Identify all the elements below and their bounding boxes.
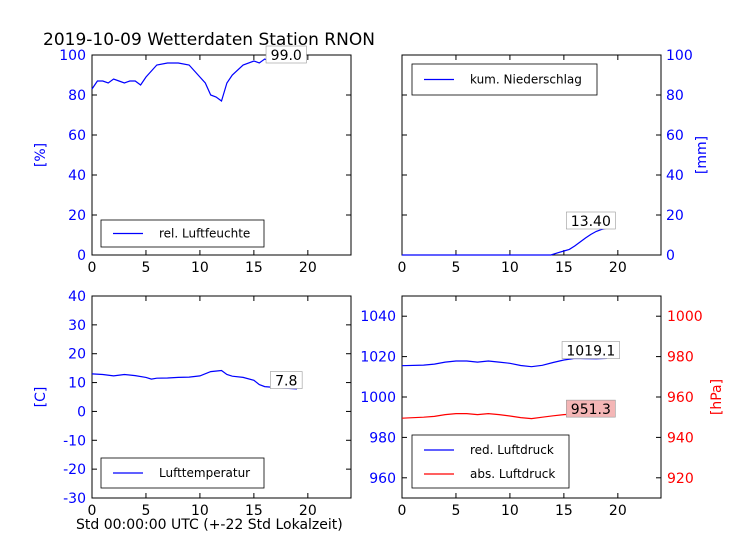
panel-humidity: 0 5 10 15 20 0 20 40 60 80 100 [%] 99.0 rel. Luftfeuc…	[33, 45, 352, 276]
x-tick-label: 20	[299, 503, 317, 519]
last-value-label: 99.0	[271, 48, 302, 64]
last-value-box	[566, 399, 616, 418]
y-tick-label: 1040	[360, 309, 396, 325]
legend-temperature: Lufttemperatur	[100, 457, 265, 489]
x-tick-label: 5	[141, 503, 150, 519]
y-tick-label: 0	[666, 248, 675, 264]
y-tick-label: -10	[63, 433, 86, 449]
y-tick-label: 40	[68, 168, 86, 184]
y-axis-label: [mm]	[694, 136, 710, 174]
y-tick-label: 20	[666, 208, 684, 224]
y-tick-label: 80	[666, 88, 684, 104]
x-tick-label: 5	[451, 260, 460, 276]
x-tick-label: 20	[609, 260, 627, 276]
plot-frame	[91, 295, 352, 499]
y2-tick-label: 940	[667, 430, 694, 446]
x-tick-label: 10	[191, 260, 209, 276]
y-tick-label: 60	[68, 128, 86, 144]
legend-humidity: rel. Luftfeuchte	[100, 219, 265, 248]
series-line-precipitation-0	[402, 227, 608, 256]
series-line-pressure-0	[401, 357, 608, 368]
last-value-label: 7.8	[275, 374, 297, 390]
x-axis-label: Std 00:00:00 UTC (+-22 Std Lokalzeit)	[76, 517, 343, 533]
y-axis-label: [%]	[33, 143, 49, 167]
y2-tick-label: 920	[667, 471, 694, 487]
x-tick-label: 15	[245, 503, 263, 519]
panel-pressure: 0 5 10 15 20 960 980 1000 1020 1040 920 940 960 980 10…	[360, 295, 725, 519]
y-tick-label: 980	[369, 430, 396, 446]
x-tick-label: 5	[141, 260, 150, 276]
legend-label: kum. Niederschlag	[470, 73, 582, 87]
last-value-label: 13.40	[571, 214, 611, 230]
series-line-temperature-0	[91, 369, 298, 390]
legend-label: rel. Luftfeuchte	[159, 227, 250, 241]
y-tick-label: 10	[68, 376, 86, 392]
legend-frame	[411, 434, 570, 489]
y-tick-label: 100	[666, 48, 693, 64]
plot-frame	[91, 54, 352, 256]
y-tick-label: 30	[68, 318, 86, 334]
x-tick-label: 15	[555, 503, 573, 519]
panel-precipitation: 0 5 10 15 20 0 20 40 60 80 100 [mm] 13.40 kum. Nieder…	[398, 48, 710, 276]
last-value-label: 1019.1	[566, 344, 615, 360]
y-tick-label: 40	[666, 168, 684, 184]
x-tick-label: 0	[88, 503, 97, 519]
y2-tick-label: 960	[667, 390, 694, 406]
last-value-label: 951.3	[571, 402, 611, 418]
y2-tick-label: 980	[667, 350, 694, 366]
panel-temperature: 0 5 10 15 20 -30 -20 -10 0 10 20 30 40 [C] 7.8 Lufttemp…	[33, 289, 352, 519]
y-tick-label: 20	[68, 347, 86, 363]
y-tick-label: 960	[369, 471, 396, 487]
y2-axis-label: [hPa]	[709, 379, 725, 415]
y2-tick-label: 1000	[667, 309, 703, 325]
y-tick-label: 0	[77, 248, 86, 264]
y-tick-label: 80	[68, 88, 86, 104]
y-tick-label: 60	[666, 128, 684, 144]
last-value-box	[561, 341, 620, 359]
x-tick-label: 20	[609, 503, 627, 519]
y-tick-label: 40	[68, 289, 86, 305]
x-tick-label: 10	[501, 503, 519, 519]
y-axis-label: [C]	[33, 387, 49, 408]
series-line-humidity-0	[91, 56, 297, 102]
x-tick-label: 15	[245, 260, 263, 276]
x-tick-label: 20	[299, 260, 317, 276]
legend-label: red. Luftdruck	[470, 443, 554, 457]
last-value-box	[270, 371, 303, 389]
last-value-box	[566, 211, 616, 230]
legend-precipitation: kum. Niederschlag	[411, 63, 598, 96]
y-tick-label: 0	[77, 404, 86, 420]
last-value-box	[265, 45, 307, 64]
y-tick-label: 1020	[360, 350, 396, 366]
x-tick-label: 15	[555, 260, 573, 276]
x-tick-label: 10	[501, 260, 519, 276]
y-tick-label: 1000	[360, 390, 396, 406]
x-tick-label: 5	[451, 503, 460, 519]
legend-label: Lufttemperatur	[159, 466, 250, 480]
x-tick-label: 0	[398, 260, 407, 276]
legend-label: abs. Luftdruck	[470, 467, 555, 481]
chart-title: 2019-10-09 Wetterdaten Station RNON	[43, 30, 375, 50]
legend-pressure: red. Luftdruck abs. Luftdruck	[411, 434, 570, 489]
x-tick-label: 0	[88, 260, 97, 276]
y-tick-label: -30	[63, 491, 86, 507]
y-tick-label: -20	[63, 462, 86, 478]
x-tick-label: 10	[191, 503, 209, 519]
y-tick-label: 20	[68, 208, 86, 224]
y-tick-label: 100	[59, 48, 86, 64]
x-tick-label: 0	[398, 503, 407, 519]
